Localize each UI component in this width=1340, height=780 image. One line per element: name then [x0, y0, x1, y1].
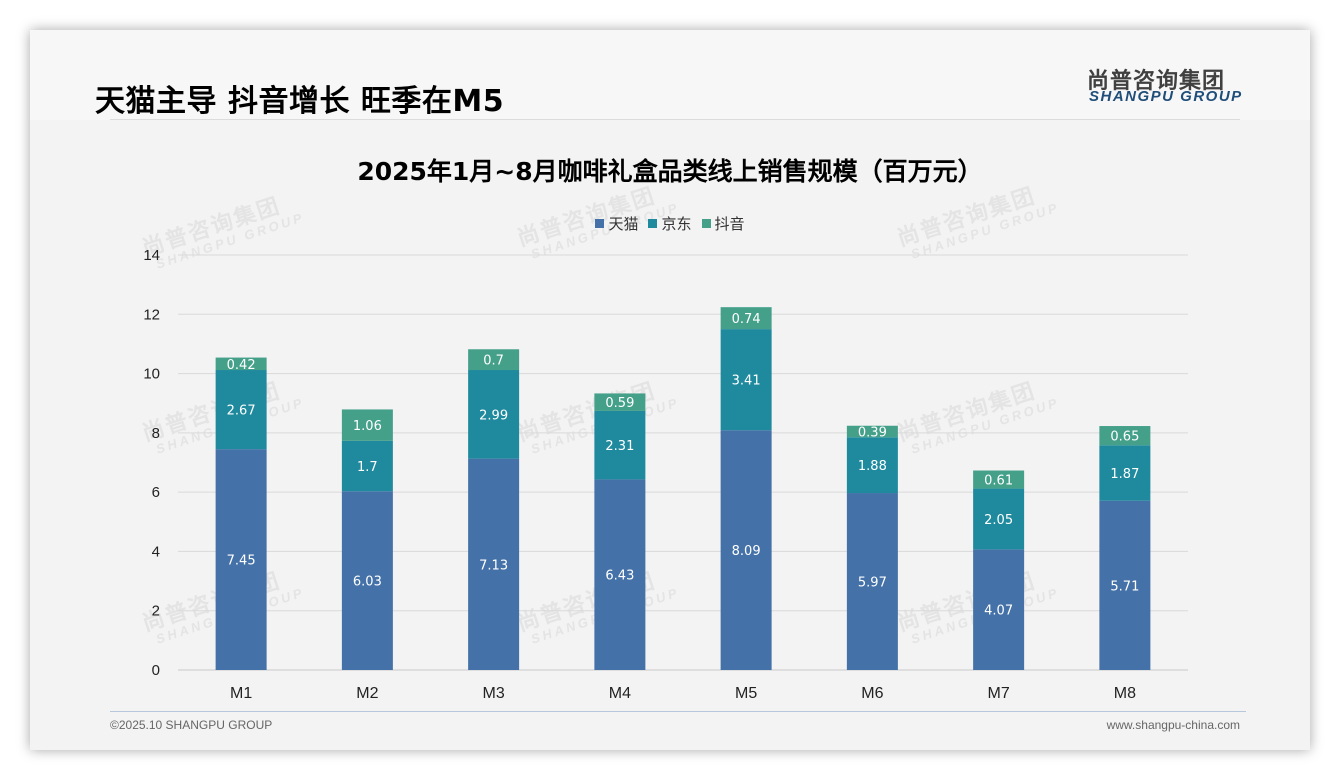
y-tick-label: 2 [152, 603, 160, 620]
legend-label: 京东 [661, 216, 692, 233]
data-label: 1.7 [357, 460, 378, 475]
legend-item-tmall: 天猫 [595, 213, 638, 234]
bar-segment-tmall [1099, 500, 1151, 670]
legend-item-jd: 京东 [648, 213, 692, 234]
data-label: 7.45 [227, 554, 256, 569]
legend-swatch-tmall [595, 219, 605, 228]
legend-swatch-douyin [701, 219, 711, 228]
y-tick-label: 0 [152, 662, 160, 679]
bar-segment-jd [215, 370, 267, 450]
bar-segment-douyin [846, 425, 898, 438]
y-tick-label: 8 [152, 425, 160, 442]
bar-segment-jd [720, 329, 772, 431]
chart-title: 2025年1月~8月咖啡礼盒品类线上销售规模（百万元） [357, 157, 983, 186]
legend-swatch-jd [648, 219, 658, 228]
data-label: 0.74 [732, 312, 761, 327]
legend-label: 天猫 [608, 216, 639, 233]
data-label: 1.88 [858, 459, 887, 474]
data-label: 2.99 [479, 408, 508, 423]
data-label: 7.13 [479, 558, 508, 573]
footer-divider [110, 711, 1246, 712]
data-label: 6.03 [353, 575, 382, 590]
bar-segment-douyin [1099, 426, 1151, 446]
data-label: 5.97 [858, 576, 887, 591]
data-label: 4.07 [984, 604, 1013, 619]
bar-segment-jd [1099, 445, 1151, 501]
bar-segment-jd [973, 488, 1025, 550]
bar-segment-douyin [973, 470, 1025, 489]
footer-copyright: ©2025.10 SHANGPU GROUP [110, 718, 273, 732]
y-tick-label: 14 [143, 247, 160, 264]
x-tick-label: M7 [988, 685, 1010, 702]
slide: 天猫主导 抖音增长 旺季在M5 尚普咨询集团 SHANGPU GROUP 尚普咨… [30, 30, 1310, 750]
bar-segment-jd [468, 370, 520, 459]
data-label: 3.41 [732, 374, 761, 389]
data-label: 1.87 [1110, 467, 1139, 482]
header-band [30, 30, 1310, 120]
data-label: 0.42 [227, 358, 256, 373]
bar-segment-douyin [215, 357, 267, 371]
data-label: 2.05 [984, 513, 1013, 528]
stacked-bar-chart: 0 2 4 6 8 10 12 14 7.45 2.67 0.42 M1 6.03 1.7 1.06 M2 7.… [143, 247, 1188, 702]
data-label: 2.31 [605, 439, 634, 454]
x-tick-label: M8 [1114, 685, 1136, 702]
data-label: 5.71 [1110, 579, 1139, 594]
bar-segment-tmall [846, 493, 898, 670]
logo-chinese: 尚普咨询集团 [1087, 69, 1226, 94]
data-label: 1.06 [353, 419, 382, 434]
x-tick-label: M3 [483, 685, 505, 702]
data-label: 6.43 [605, 569, 634, 584]
legend-label: 抖音 [714, 216, 745, 233]
data-label: 0.59 [605, 396, 634, 411]
logo-english: SHANGPU GROUP [1089, 88, 1243, 105]
y-tick-label: 4 [152, 543, 160, 560]
data-label: 0.7 [483, 354, 504, 369]
x-tick-label: M4 [609, 685, 631, 702]
bar-segment-tmall [215, 449, 267, 670]
bar-segment-tmall [594, 479, 646, 670]
y-tick-label: 12 [143, 306, 160, 323]
data-label: 0.65 [1110, 430, 1139, 445]
bar-segment-tmall [973, 549, 1025, 670]
bar-segment-tmall [341, 491, 393, 670]
x-tick-label: M6 [861, 685, 883, 702]
bar-segment-douyin [594, 393, 646, 411]
y-tick-label: 10 [143, 366, 160, 383]
bar-segment-jd [341, 440, 393, 492]
bar-segment-jd [846, 437, 898, 494]
chart-legend: 天猫 京东 抖音 [30, 213, 1310, 234]
bar-segment-jd [594, 410, 646, 480]
bar-segment-tmall [468, 458, 520, 670]
bar-segment-douyin [468, 349, 520, 371]
data-label: 0.39 [858, 426, 887, 441]
x-tick-label: M1 [230, 685, 252, 702]
data-label: 8.09 [732, 544, 761, 559]
legend-item-douyin: 抖音 [701, 213, 745, 234]
data-label: 2.67 [227, 404, 256, 419]
page-title: 天猫主导 抖音增长 旺季在M5 [95, 84, 505, 119]
bar-segment-douyin [341, 409, 393, 441]
data-label: 0.61 [984, 474, 1013, 489]
header-divider [110, 119, 1240, 120]
y-tick-label: 6 [152, 484, 160, 501]
x-tick-label: M2 [356, 685, 378, 702]
bar-segment-douyin [720, 307, 772, 330]
footer-website: www.shangpu-china.com [1106, 718, 1240, 732]
x-tick-label: M5 [735, 685, 757, 702]
bar-segment-tmall [720, 430, 772, 670]
